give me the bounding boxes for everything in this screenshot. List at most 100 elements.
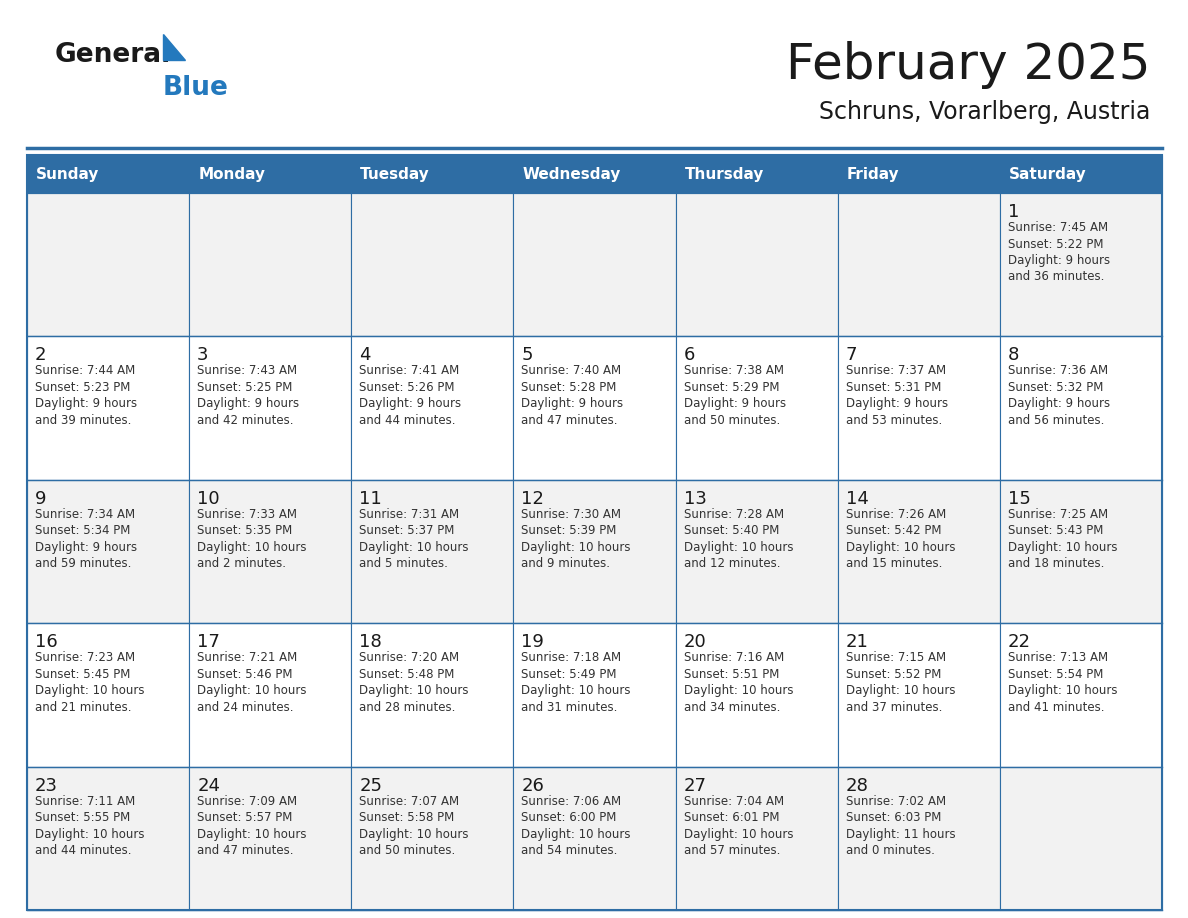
Text: and 44 minutes.: and 44 minutes. [34,844,132,857]
Text: Sunset: 5:40 PM: Sunset: 5:40 PM [683,524,779,537]
Bar [838,623,1000,767]
Text: Sunset: 5:32 PM: Sunset: 5:32 PM [1007,381,1104,394]
Bar [1000,623,1162,767]
Text: Sunset: 5:58 PM: Sunset: 5:58 PM [359,812,455,824]
Text: Daylight: 10 hours: Daylight: 10 hours [197,541,307,554]
Bar [352,480,513,623]
Bar [27,155,1162,910]
Text: Sunrise: 7:06 AM: Sunrise: 7:06 AM [522,795,621,808]
Text: Sunrise: 7:45 AM: Sunrise: 7:45 AM [1007,221,1108,234]
Text: 23: 23 [34,777,58,795]
Text: Daylight: 10 hours: Daylight: 10 hours [522,541,631,554]
Text: Daylight: 10 hours: Daylight: 10 hours [683,684,794,697]
Bar [676,767,838,910]
Text: Sunset: 5:25 PM: Sunset: 5:25 PM [197,381,292,394]
Text: Sunrise: 7:26 AM: Sunrise: 7:26 AM [846,508,946,521]
Text: and 36 minutes.: and 36 minutes. [1007,271,1104,284]
Text: Daylight: 9 hours: Daylight: 9 hours [197,397,299,410]
Text: Sunset: 5:52 PM: Sunset: 5:52 PM [846,667,941,681]
Text: and 0 minutes.: and 0 minutes. [846,844,935,857]
Text: Thursday: Thursday [684,166,764,182]
Text: Sunrise: 7:21 AM: Sunrise: 7:21 AM [197,651,297,665]
Bar [352,336,513,480]
Bar [1000,336,1162,480]
Text: Sunset: 5:45 PM: Sunset: 5:45 PM [34,667,131,681]
Text: Sunset: 6:03 PM: Sunset: 6:03 PM [846,812,941,824]
Text: Sunday: Sunday [36,166,100,182]
Bar [1000,155,1162,193]
Text: and 24 minutes.: and 24 minutes. [197,700,293,713]
Text: and 28 minutes.: and 28 minutes. [359,700,456,713]
Bar [513,155,676,193]
Text: Daylight: 10 hours: Daylight: 10 hours [359,684,469,697]
Text: 8: 8 [1007,346,1019,364]
Text: 18: 18 [359,633,383,651]
Text: 25: 25 [359,777,383,795]
Text: 1: 1 [1007,203,1019,221]
Bar [513,623,676,767]
Bar [513,193,676,336]
Bar [189,480,352,623]
Bar [676,193,838,336]
Text: Sunrise: 7:09 AM: Sunrise: 7:09 AM [197,795,297,808]
Text: Sunrise: 7:33 AM: Sunrise: 7:33 AM [197,508,297,521]
Polygon shape [163,34,185,60]
Text: 5: 5 [522,346,533,364]
Bar [189,193,352,336]
Text: 11: 11 [359,490,383,508]
Text: and 34 minutes.: and 34 minutes. [683,700,781,713]
Text: Sunrise: 7:28 AM: Sunrise: 7:28 AM [683,508,784,521]
Text: and 37 minutes.: and 37 minutes. [846,700,942,713]
Text: 20: 20 [683,633,707,651]
Text: 22: 22 [1007,633,1031,651]
Text: 21: 21 [846,633,868,651]
Text: Daylight: 9 hours: Daylight: 9 hours [1007,254,1110,267]
Text: Sunset: 5:43 PM: Sunset: 5:43 PM [1007,524,1104,537]
Bar [352,155,513,193]
Text: Sunset: 5:49 PM: Sunset: 5:49 PM [522,667,617,681]
Bar [27,623,189,767]
Text: Daylight: 10 hours: Daylight: 10 hours [359,828,469,841]
Text: Daylight: 10 hours: Daylight: 10 hours [197,828,307,841]
Text: Sunset: 5:37 PM: Sunset: 5:37 PM [359,524,455,537]
Bar [838,193,1000,336]
Text: Saturday: Saturday [1009,166,1087,182]
Text: Sunrise: 7:18 AM: Sunrise: 7:18 AM [522,651,621,665]
Text: Sunrise: 7:40 AM: Sunrise: 7:40 AM [522,364,621,377]
Text: and 47 minutes.: and 47 minutes. [522,414,618,427]
Text: 3: 3 [197,346,209,364]
Bar [838,480,1000,623]
Text: Sunset: 5:42 PM: Sunset: 5:42 PM [846,524,941,537]
Text: Daylight: 10 hours: Daylight: 10 hours [846,541,955,554]
Text: Daylight: 9 hours: Daylight: 9 hours [846,397,948,410]
Text: 19: 19 [522,633,544,651]
Text: Sunset: 5:46 PM: Sunset: 5:46 PM [197,667,292,681]
Text: and 18 minutes.: and 18 minutes. [1007,557,1104,570]
Bar [838,336,1000,480]
Text: Sunset: 5:29 PM: Sunset: 5:29 PM [683,381,779,394]
Text: and 9 minutes.: and 9 minutes. [522,557,611,570]
Text: Sunrise: 7:44 AM: Sunrise: 7:44 AM [34,364,135,377]
Text: Daylight: 9 hours: Daylight: 9 hours [34,541,137,554]
Text: and 42 minutes.: and 42 minutes. [197,414,293,427]
Text: 17: 17 [197,633,220,651]
Text: Sunset: 5:34 PM: Sunset: 5:34 PM [34,524,131,537]
Text: Sunset: 5:57 PM: Sunset: 5:57 PM [197,812,292,824]
Text: Daylight: 9 hours: Daylight: 9 hours [683,397,785,410]
Text: Tuesday: Tuesday [360,166,430,182]
Text: and 39 minutes.: and 39 minutes. [34,414,132,427]
Text: and 5 minutes.: and 5 minutes. [359,557,448,570]
Text: and 50 minutes.: and 50 minutes. [359,844,455,857]
Bar [27,336,189,480]
Text: 27: 27 [683,777,707,795]
Bar [352,623,513,767]
Bar [513,480,676,623]
Text: Sunset: 5:35 PM: Sunset: 5:35 PM [197,524,292,537]
Text: 15: 15 [1007,490,1031,508]
Bar [676,336,838,480]
Text: Sunrise: 7:30 AM: Sunrise: 7:30 AM [522,508,621,521]
Text: and 12 minutes.: and 12 minutes. [683,557,781,570]
Text: Sunrise: 7:34 AM: Sunrise: 7:34 AM [34,508,135,521]
Text: Daylight: 10 hours: Daylight: 10 hours [683,828,794,841]
Text: Sunset: 6:01 PM: Sunset: 6:01 PM [683,812,779,824]
